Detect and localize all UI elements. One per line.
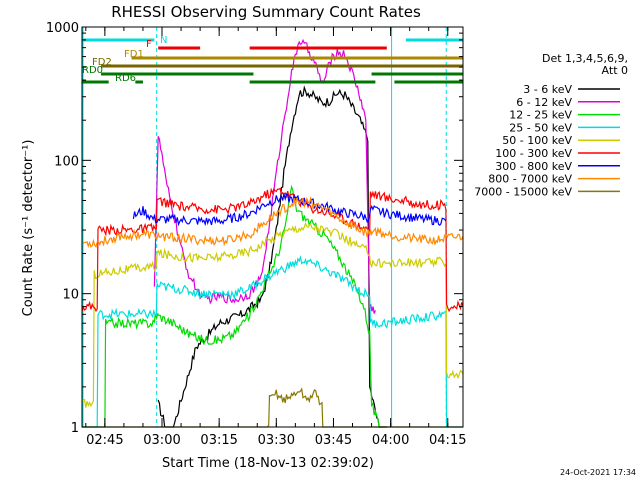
x-tick-label: 03:45 xyxy=(315,433,352,448)
series-line-800-7000-kev xyxy=(82,195,464,249)
series-line-100-300-kev xyxy=(81,187,464,313)
legend-label: 300 - 800 keV xyxy=(495,160,572,173)
footer-date: 24-Oct-2021 17:34 xyxy=(560,468,636,477)
legend-label: 12 - 25 keV xyxy=(509,109,572,122)
series-line-6-12-kev xyxy=(153,38,376,314)
legend-header: Att 0 xyxy=(602,64,628,77)
x-tick-label: 04:15 xyxy=(429,433,466,448)
y-tick-label: 1 xyxy=(71,421,79,436)
axes: 1 10 100 1000 02:45 03:00 03:15 03:30 03:45 04:00… xyxy=(46,21,467,448)
y-tick-label: 100 xyxy=(54,154,79,169)
series-line-300-800-kev xyxy=(132,193,447,227)
legend-label: 800 - 7000 keV xyxy=(488,173,572,186)
x-tick-label: 03:30 xyxy=(258,433,295,448)
x-axis-label: Start Time (18-Nov-13 02:39:02) xyxy=(162,456,374,471)
y-axis-label: Count Rate (s⁻¹ detector⁻¹) xyxy=(21,140,36,317)
legend-header: Det 1,3,4,5,6,9, xyxy=(542,52,628,65)
chart-title: RHESSI Observing Summary Count Rates xyxy=(111,3,421,21)
series-line-7000-15000-kev xyxy=(82,387,463,428)
x-tick-label: 03:15 xyxy=(200,433,237,448)
x-tick-label: 03:00 xyxy=(143,433,180,448)
series-line-3-6-kev xyxy=(157,85,387,428)
flag-label-rd6: RD6 xyxy=(115,73,136,84)
legend-label: 3 - 6 keV xyxy=(523,83,572,96)
series-line-50-100-kev xyxy=(81,222,464,408)
flag-label-fd1: FD1 xyxy=(124,49,144,60)
series-line-25-50-kev xyxy=(82,254,463,428)
legend-label: 6 - 12 keV xyxy=(516,96,572,109)
x-tick-label: 02:45 xyxy=(86,433,123,448)
series-line-12-25-kev xyxy=(82,184,387,428)
flag-label-rd0: RD0 xyxy=(82,65,103,76)
legend-label: 7000 - 15000 keV xyxy=(474,185,572,198)
plot-frame xyxy=(81,26,464,428)
flag-label-f: F xyxy=(146,39,152,50)
legend-label: 25 - 50 keV xyxy=(509,121,572,134)
flag-label-n: N xyxy=(160,35,167,46)
x-tick-label: 04:00 xyxy=(372,433,409,448)
y-tick-label: 10 xyxy=(62,288,79,303)
flag-label-fd2: FD2 xyxy=(92,57,112,68)
legend-label: 50 - 100 keV xyxy=(502,134,572,147)
y-tick-label: 1000 xyxy=(46,21,79,36)
legend-label: 100 - 300 keV xyxy=(495,147,572,160)
